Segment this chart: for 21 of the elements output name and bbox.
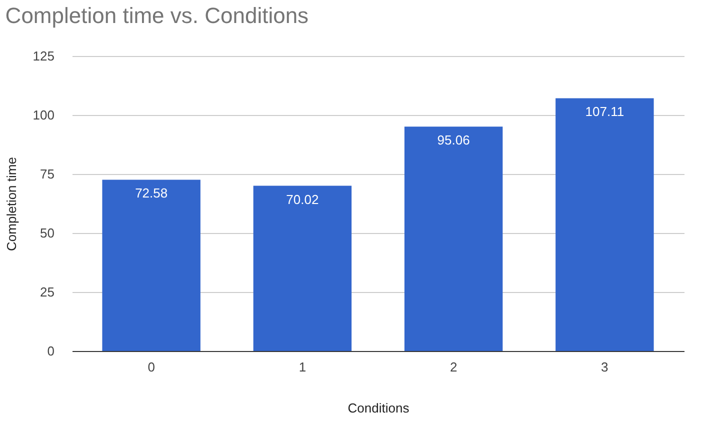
y-tick-label: 0 [47, 344, 54, 358]
bar [404, 126, 503, 351]
y-tick-label: 125 [32, 48, 54, 64]
y-axis-title: Completion time [4, 157, 19, 251]
y-tick-label: 100 [32, 108, 54, 122]
x-tick-label: 2 [450, 360, 458, 374]
bar [556, 98, 654, 351]
chart-title: Completion time vs. Conditions [5, 3, 309, 28]
y-tick-label: 75 [40, 166, 54, 182]
y-tick-label: 25 [40, 284, 54, 300]
data-label: 107.11 [585, 104, 624, 120]
data-label: 72.58 [135, 186, 168, 201]
y-tick-label: 50 [40, 226, 54, 240]
x-tick-label: 1 [298, 360, 306, 374]
bar [102, 180, 200, 351]
x-tick-label: 0 [148, 360, 155, 374]
data-label: 95.06 [437, 132, 470, 148]
bar [253, 186, 352, 351]
x-tick-label: 3 [601, 360, 608, 374]
data-label: 70.02 [286, 192, 319, 207]
x-axis-title: Conditions [348, 400, 410, 416]
